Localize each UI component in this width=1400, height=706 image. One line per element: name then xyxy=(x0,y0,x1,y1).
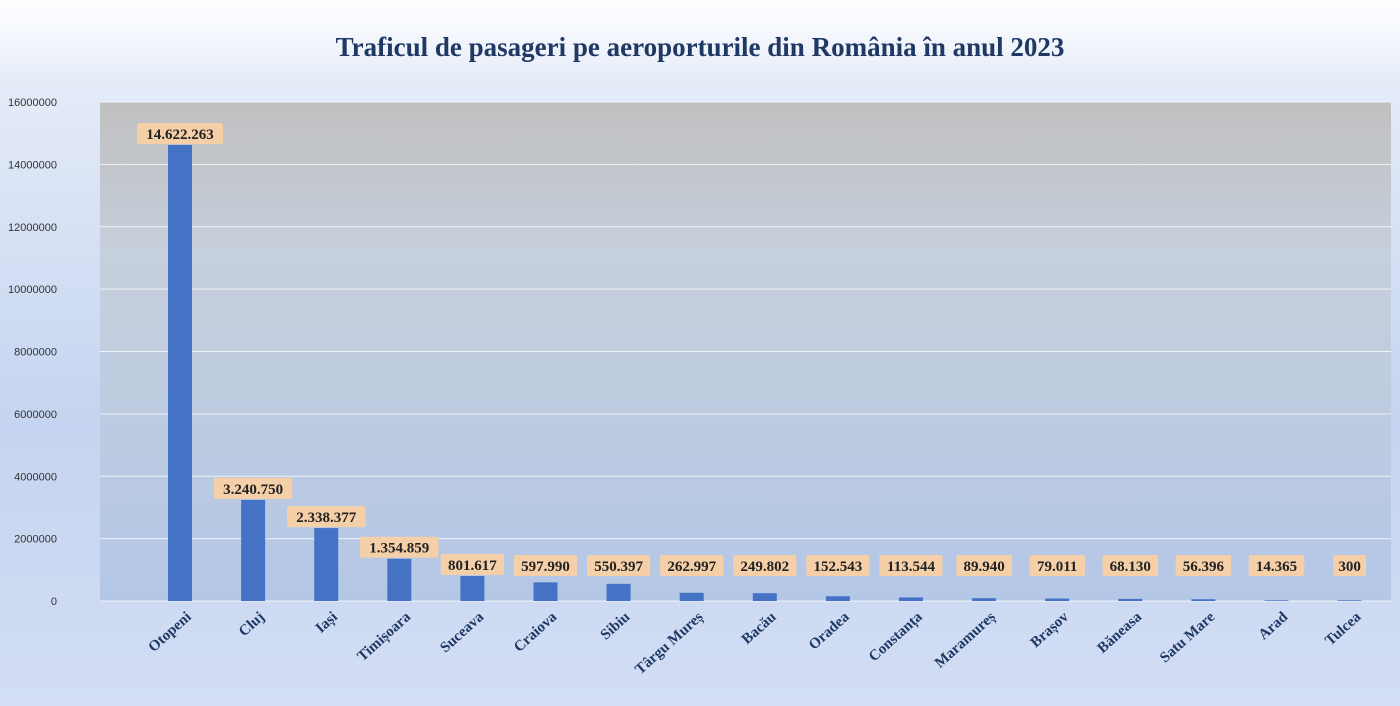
data-labels: 14.622.263 3.240.750 2.338.377 1.354.859 801… xyxy=(137,122,1366,576)
data-label: 2.338.377 xyxy=(296,510,357,526)
bar xyxy=(1191,599,1216,601)
data-label: 550.397 xyxy=(594,559,643,575)
data-label-box xyxy=(956,555,1012,576)
data-label: 801.617 xyxy=(448,558,497,574)
data-label: 89.940 xyxy=(963,559,1004,575)
x-tick-label: Băneasa xyxy=(1095,609,1146,657)
bar xyxy=(460,575,485,601)
y-tick-label: 6000000 xyxy=(14,409,57,421)
data-label-box xyxy=(213,477,293,499)
bar xyxy=(1045,598,1070,601)
bar xyxy=(825,596,850,601)
bars xyxy=(168,144,1362,601)
x-tick-label: Suceava xyxy=(437,609,487,656)
data-label-box xyxy=(137,122,223,144)
data-label: 262.997 xyxy=(667,559,716,575)
data-label-box xyxy=(287,506,366,528)
y-axis: 0 2000000 4000000 6000000 8000000 10000000 120… xyxy=(8,97,57,608)
bar xyxy=(679,592,704,601)
x-axis: Otopeni Cluj Iași Timișoara Suceava Craiova Si… xyxy=(146,609,1365,678)
x-tick-label: Satu Mare xyxy=(1157,609,1218,666)
data-label-box xyxy=(660,555,724,576)
x-tick-label: Bacău xyxy=(739,609,779,648)
bar xyxy=(972,598,997,601)
x-tick-label: Arad xyxy=(1256,609,1292,644)
x-tick-label: Maramureș xyxy=(932,609,999,672)
data-label: 14.365 xyxy=(1256,559,1297,575)
x-tick-label: Cluj xyxy=(236,609,268,640)
data-label: 14.622.263 xyxy=(146,127,214,143)
data-label: 152.543 xyxy=(814,559,863,575)
bar xyxy=(314,528,339,601)
y-tick-label: 12000000 xyxy=(8,222,57,234)
data-label: 56.396 xyxy=(1183,559,1225,575)
data-label-box xyxy=(1102,555,1159,576)
bar xyxy=(752,593,777,601)
y-tick-label: 4000000 xyxy=(14,471,57,483)
y-tick-label: 16000000 xyxy=(8,97,57,109)
y-tick-label: 2000000 xyxy=(14,534,57,546)
data-label-box xyxy=(513,555,578,576)
y-tick-label: 8000000 xyxy=(14,347,57,359)
data-label: 1.354.859 xyxy=(369,541,429,557)
bar xyxy=(1337,600,1362,601)
x-tick-label: Iași xyxy=(313,609,341,637)
x-tick-label: Târgu Mureș xyxy=(632,609,706,678)
x-tick-label: Constanța xyxy=(866,609,926,665)
data-label: 113.544 xyxy=(887,559,935,575)
y-tick-label: 10000000 xyxy=(8,284,57,296)
data-label-box xyxy=(1175,555,1232,576)
chart-title: Traficul de pasageri pe aeroporturile di… xyxy=(336,32,1065,62)
bar xyxy=(606,583,631,601)
bar xyxy=(1264,600,1289,601)
y-tick-label: 14000000 xyxy=(8,159,57,171)
data-label-box xyxy=(879,555,943,576)
bar xyxy=(168,144,192,601)
bar xyxy=(241,499,266,601)
data-label-box xyxy=(440,553,504,575)
data-label: 300 xyxy=(1338,559,1361,575)
x-tick-label: Tulcea xyxy=(1322,609,1364,649)
x-tick-label: Sibiu xyxy=(598,609,634,643)
data-label-box xyxy=(733,555,797,576)
data-label-box xyxy=(360,536,439,558)
data-label: 3.240.750 xyxy=(223,482,283,498)
data-label-box xyxy=(1333,555,1366,576)
data-label-box xyxy=(806,555,870,576)
data-label-box xyxy=(1248,555,1305,576)
x-tick-label: Craiova xyxy=(511,609,560,656)
data-label: 597.990 xyxy=(521,559,570,575)
data-label-box xyxy=(587,555,651,576)
bar xyxy=(387,558,412,601)
x-tick-label: Brașov xyxy=(1028,609,1073,651)
x-tick-label: Otopeni xyxy=(146,609,195,655)
bar xyxy=(533,582,558,601)
x-tick-label: Oradea xyxy=(806,609,853,654)
data-label: 249.802 xyxy=(740,559,789,575)
bar xyxy=(1118,598,1143,601)
y-tick-label: 0 xyxy=(51,596,57,608)
data-label: 68.130 xyxy=(1110,559,1151,575)
data-label: 79.011 xyxy=(1037,559,1077,575)
data-label-box xyxy=(1029,555,1085,576)
bar xyxy=(899,597,923,601)
x-tick-label: Timișoara xyxy=(355,609,415,665)
